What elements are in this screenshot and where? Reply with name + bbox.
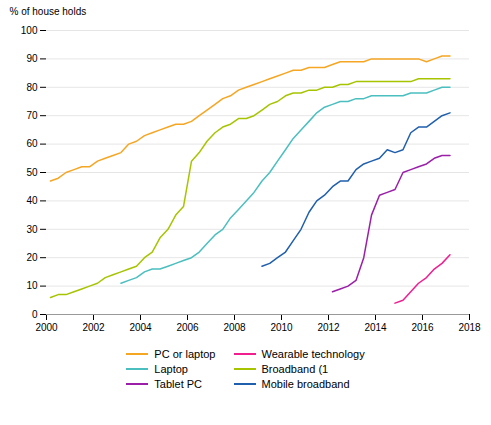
svg-text:80: 80 [26, 82, 38, 93]
html-text:Mobile broadband: Mobile broadband [261, 378, 350, 390]
svg-text:2012: 2012 [317, 322, 340, 333]
svg-text:40: 40 [26, 195, 38, 206]
svg-text:2008: 2008 [223, 322, 246, 333]
svg-text:100: 100 [21, 25, 38, 36]
svg-text:30: 30 [26, 224, 38, 235]
svg-text:2010: 2010 [270, 322, 293, 333]
svg-text:50: 50 [26, 167, 38, 178]
svg-text:2016: 2016 [411, 322, 434, 333]
html-text:Wearable technology: Wearable technology [261, 348, 365, 360]
svg-text:0: 0 [32, 309, 38, 320]
svg-text:10: 10 [26, 280, 38, 291]
svg-text:2000: 2000 [35, 322, 58, 333]
svg-text:20: 20 [26, 252, 38, 263]
html-text:Tablet PC: Tablet PC [154, 378, 202, 390]
svg-text:2002: 2002 [82, 322, 105, 333]
svg-text:% of house holds: % of house holds [10, 6, 87, 17]
svg-text:70: 70 [26, 110, 38, 121]
html-text:Broadband (1: Broadband (1 [261, 363, 329, 375]
svg-text:2006: 2006 [176, 322, 199, 333]
svg-text:90: 90 [26, 53, 38, 64]
svg-text:2018: 2018 [458, 322, 481, 333]
svg-text:60: 60 [26, 138, 38, 149]
svg-text:2004: 2004 [129, 322, 152, 333]
html-text:Laptop: Laptop [154, 363, 188, 375]
html-text:PC or laptop: PC or laptop [154, 348, 216, 360]
svg-text:2014: 2014 [364, 322, 387, 333]
